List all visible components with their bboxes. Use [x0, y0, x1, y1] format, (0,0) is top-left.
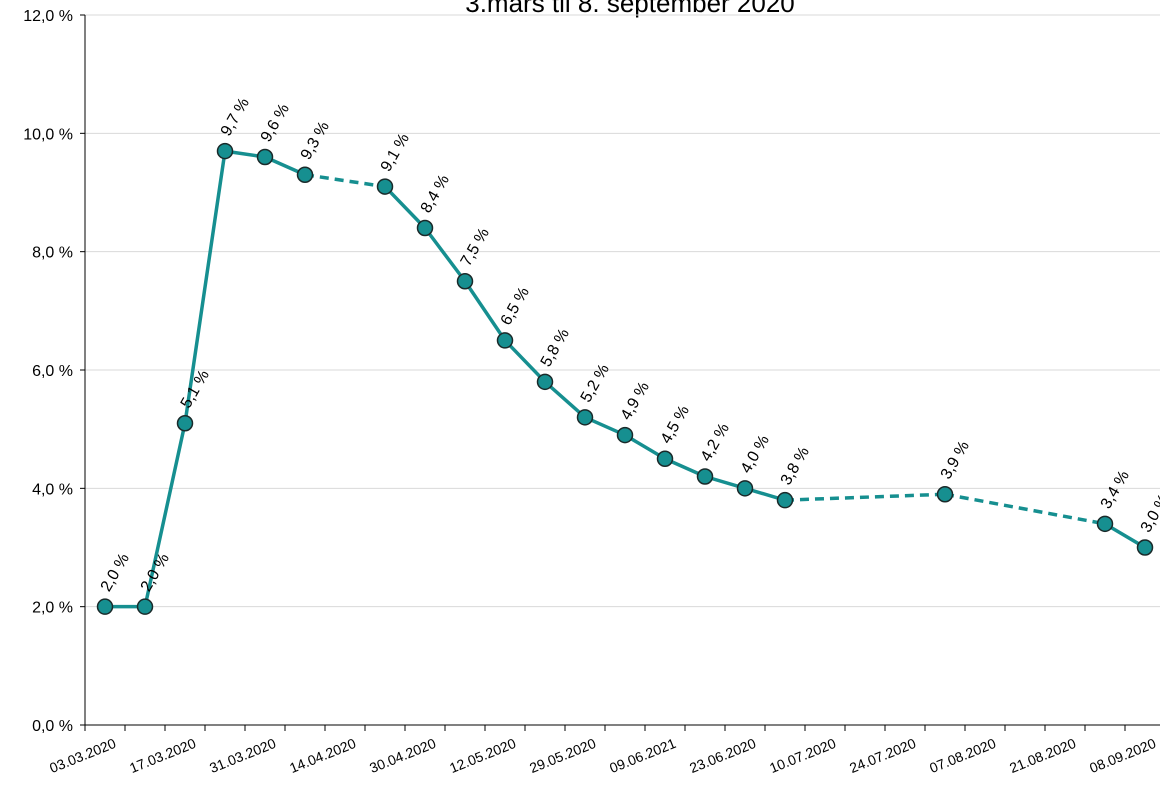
marker [1096, 515, 1114, 533]
marker [496, 332, 514, 349]
marker [456, 273, 474, 290]
data-label: 6,5 % [498, 284, 533, 328]
data-label: 3,0 % [1138, 492, 1160, 536]
y-tick-label: 2,0 % [32, 600, 73, 617]
data-label: 4,2 % [698, 421, 733, 465]
gap-connector [304, 173, 386, 189]
x-tick-label: 03.03.2020 [47, 735, 118, 776]
chart-title: 3.mars til 8. september 2020 [465, 0, 795, 18]
marker [176, 415, 194, 432]
marker [256, 148, 274, 166]
x-tick-label: 08.09.2020 [1087, 735, 1158, 776]
marker [656, 450, 674, 467]
y-tick-label: 12,0 % [23, 8, 73, 25]
marker [416, 219, 434, 237]
data-label: 4,0 % [738, 432, 773, 476]
data-label: 2,0 % [138, 551, 173, 595]
x-tick-label: 09.06.2021 [607, 735, 678, 776]
gap-connector [784, 492, 946, 502]
marker [696, 468, 714, 485]
x-tick-label: 10.07.2020 [767, 735, 838, 776]
x-tick-label: 12.05.2020 [447, 735, 518, 776]
data-label: 4,5 % [658, 403, 693, 447]
marker [776, 491, 794, 509]
marker [616, 426, 634, 444]
y-tick-label: 10,0 % [23, 126, 73, 143]
line [105, 149, 1146, 609]
data-label: 4,9 % [618, 379, 653, 423]
x-tick-label: 21.08.2020 [1007, 735, 1078, 776]
y-tick-label: 8,0 % [32, 245, 73, 262]
data-label: 2,0 % [98, 551, 133, 595]
data-label: 9,1 % [378, 131, 413, 175]
marker [96, 598, 114, 615]
x-tick-label: 31.03.2020 [207, 735, 278, 776]
x-tick-label: 17.03.2020 [127, 735, 198, 776]
data-label: 5,8 % [538, 326, 573, 370]
data-label: 5,1 % [178, 367, 213, 411]
data-label: 7,5 % [458, 225, 493, 269]
marker [1136, 539, 1154, 556]
data-label: 9,7 % [218, 95, 253, 139]
x-tick-label: 24.07.2020 [847, 735, 918, 776]
data-label: 5,2 % [578, 361, 613, 405]
marker [376, 178, 394, 195]
marker [936, 486, 954, 503]
marker [736, 480, 754, 497]
data-label: 9,6 % [258, 101, 293, 145]
data-label: 3,4 % [1098, 468, 1133, 512]
marker [216, 142, 234, 160]
data-label: 3,9 % [938, 438, 973, 482]
x-tick-label: 07.08.2020 [927, 735, 998, 776]
x-tick-label: 30.04.2020 [367, 735, 438, 776]
data-label: 3,8 % [778, 444, 813, 488]
y-tick-label: 4,0 % [32, 481, 73, 498]
marker [536, 373, 554, 391]
x-tick-label: 14.04.2020 [287, 735, 358, 776]
marker [136, 598, 154, 615]
gap-connector [944, 492, 1106, 526]
data-label: 9,3 % [298, 119, 333, 163]
data-label: 8,4 % [418, 172, 453, 216]
marker [296, 166, 314, 183]
marker [576, 409, 594, 426]
y-tick-label: 0,0 % [32, 718, 73, 735]
y-tick-label: 6,0 % [32, 363, 73, 380]
x-tick-label: 29.05.2020 [527, 735, 598, 776]
x-tick-label: 23.06.2020 [687, 735, 758, 776]
